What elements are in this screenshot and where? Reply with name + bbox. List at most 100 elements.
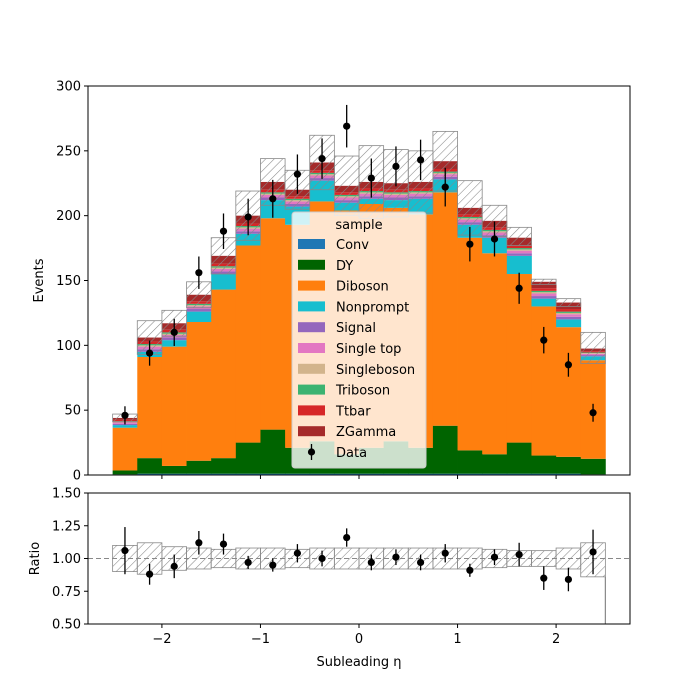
bar-nonprompt-bin-4 [211,274,237,290]
legend-entry-zgamma: ZGamma [336,425,396,440]
ratio-point [589,548,597,556]
ratio-y-tick-label: 1.25 [52,519,81,534]
ratio-points [121,527,597,592]
legend-entry-nonprompt: Nonprompt [336,300,409,315]
data-point [244,213,252,221]
bar-zgamma-bin-17 [531,281,557,289]
bar-dy-bin-4 [211,458,237,474]
bar-dy-bin-6 [260,429,286,474]
ratio-point [540,574,548,582]
legend-entry-signal: Signal [336,321,376,336]
x-tick-label: 2 [552,632,560,647]
bar-dy-bin-13 [432,425,458,474]
bar-diboson-bin-13 [432,192,458,426]
ratio-y-tick-label: 1.50 [52,487,81,502]
legend-data-marker [307,448,316,456]
bar-conv-bin-11 [383,473,409,475]
uncertainty-bin-19 [580,331,606,364]
bar-diboson-bin-18 [556,327,582,457]
ratio-point [170,562,178,570]
legend-swatch-single-top [298,343,325,353]
bar-conv-bin-10 [359,473,385,475]
x-tick-label: 0 [355,632,363,647]
bar-singleboson-bin-18 [556,312,582,315]
bar-dy-bin-17 [531,455,557,474]
ratio-y-tick-label: 0.75 [52,585,81,600]
x-axis-label: Subleading η [316,655,401,670]
data-point [195,269,203,277]
y-tick-label: 50 [64,404,81,419]
bar-dy-bin-3 [186,460,212,474]
legend-swatch-singleboson [298,363,325,374]
bar-conv-bin-18 [556,473,582,475]
bar-dy-bin-15 [482,454,508,474]
x-axis: −2 −1 0 1 2 [152,624,560,647]
data-point [515,284,523,292]
bar-conv-bin-5 [235,473,261,475]
ratio-point [195,539,203,547]
legend-entry-data: Data [336,446,367,461]
ratio-panel: 0.50 0.75 1.00 1.25 1.50 −2 −1 0 1 2 Ratio Subleadi… [28,487,631,670]
ratio-point [293,549,302,557]
ratio-point [269,561,277,569]
bar-ttbar-bin-17 [531,288,557,291]
main-y-axis: 0 50 100 150 200 250 300 [56,80,88,484]
ratio-point [466,566,474,574]
data-point [145,349,154,357]
bar-triboson-bin-16 [506,248,532,250]
bar-dy-bin-5 [235,442,261,474]
ratio-point [145,570,154,578]
bar-single-top-bin-17 [531,293,557,297]
data-point [121,411,129,419]
uncertainty-bin-15 [481,204,508,237]
ratio-y-tick-label: 0.50 [52,618,81,633]
bar-signal-bin-18 [556,316,582,320]
bar-signal-bin-16 [506,253,532,256]
y-tick-label: 150 [56,274,81,289]
data-point [293,170,302,178]
bar-conv-bin-16 [506,473,532,475]
bar-conv-bin-14 [457,473,483,475]
data-point [170,328,178,336]
legend-entry-dy: DY [336,259,353,274]
legend-box [291,211,427,469]
main-y-axis-label: Events [32,258,47,302]
legend-swatch-triboson [298,384,325,395]
legend-swatch-diboson [298,280,325,291]
legend-entry-ttbar: Ttbar [335,404,371,419]
y-tick-label: 0 [73,469,81,484]
bar-conv-bin-3 [186,473,212,475]
legend-swatch-zgamma [298,426,325,437]
y-tick-label: 300 [56,80,81,95]
bar-singleboson-bin-16 [506,249,532,251]
ratio-y-axis: 0.50 0.75 1.00 1.25 1.50 [52,487,88,633]
ratio-uncertainty-band [112,542,606,578]
uncertainty-band [112,130,606,423]
y-tick-label: 100 [56,339,81,354]
legend-swatch-conv [298,239,325,249]
bar-nonprompt-bin-18 [556,319,582,328]
bar-diboson-bin-14 [457,237,483,451]
legend: sample Conv DY Diboson Nonprompt Signal Single… [291,211,427,469]
uncertainty-bin-16 [506,226,532,246]
bar-conv-bin-2 [161,473,187,475]
uncertainty-bin-9 [333,155,360,217]
ratio-point [367,558,375,567]
bar-diboson-bin-6 [260,218,286,430]
bar-dy-bin-18 [556,456,582,474]
bar-dy-bin-2 [161,465,187,474]
bar-single-top-bin-16 [506,250,532,254]
uncertainty-bin-17 [531,278,557,285]
data-point [392,162,400,170]
y-tick-label: 200 [56,209,81,224]
bar-ttbar-bin-18 [556,309,582,312]
legend-entry-conv: Conv [336,238,369,253]
bar-diboson-bin-0 [112,427,138,471]
bar-conv-bin-7 [285,473,311,475]
bar-diboson-bin-5 [235,245,261,443]
bar-conv-bin-4 [211,473,237,475]
data-point [490,235,499,243]
data-point [269,195,277,203]
bar-signal-bin-17 [531,296,557,299]
